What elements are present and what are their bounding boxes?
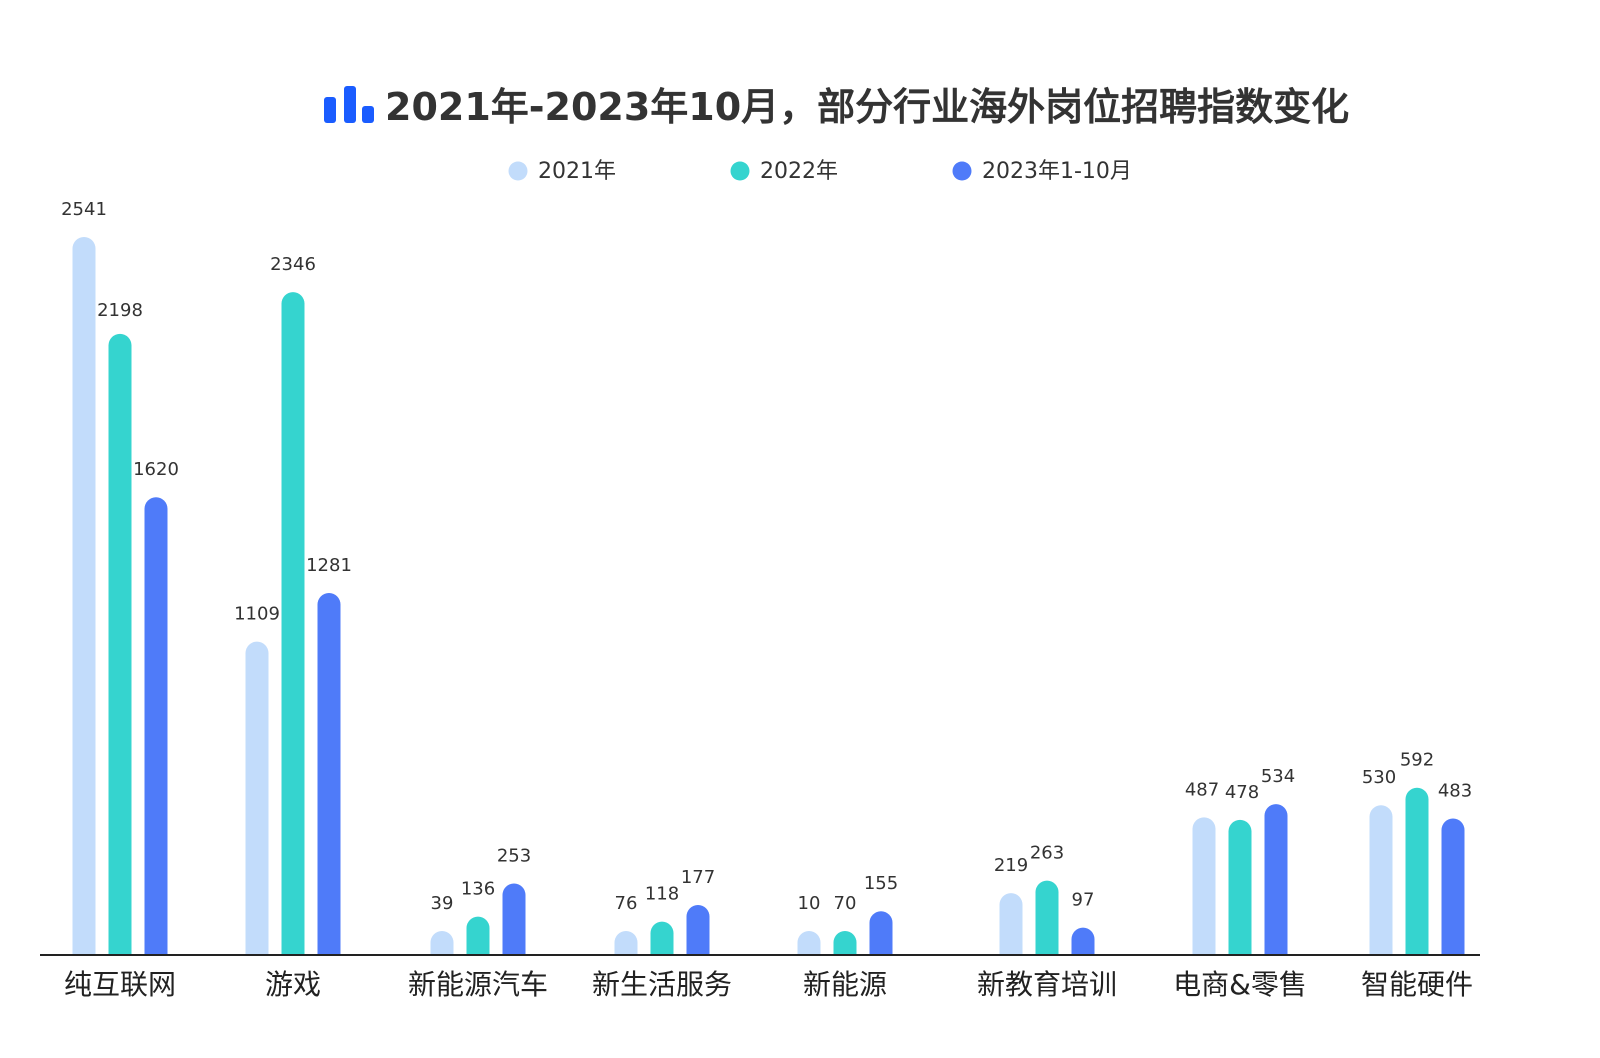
value-label-7-2: 483 [1438,781,1472,802]
value-label-5-2: 97 [1072,890,1095,911]
bar-3-2 [686,904,710,955]
chart-title: 2021年-2023年10月，部分行业海外岗位招聘指数变化 [385,85,1349,129]
bar-0-0 [72,237,96,955]
legend-marker-0 [508,161,528,181]
category-labels: 纯互联网 游戏 新能源汽车 新生活服务 新能源 新教育培训 电商&零售 智能硬件 [64,968,1473,1001]
bar-7-2 [1441,818,1465,955]
bar-4-1 [833,931,857,955]
value-label-1-0: 1109 [234,604,280,625]
value-label-3-1: 118 [645,884,679,905]
value-label-3-2: 177 [681,867,715,888]
bar-5-1 [1035,880,1059,955]
bar-chart-icon-bar-1 [344,86,356,123]
bar-2-2 [502,883,526,955]
value-label-0-2: 1620 [133,459,179,480]
bar-5-2 [1071,927,1095,955]
value-label-5-0: 219 [994,855,1028,876]
value-label-6-0: 487 [1185,779,1219,800]
value-label-7-1: 592 [1400,750,1434,771]
legend-label-0: 2021年 [538,159,616,184]
legend-label-2: 2023年1-10月 [982,159,1132,184]
bar-0-2 [144,497,168,955]
legend-marker-2 [952,161,972,181]
bar-4-2 [869,911,893,955]
category-label-4: 新能源 [803,968,887,1001]
bar-1-0 [245,641,269,955]
bar-chart-icon-bar-2 [362,106,374,123]
bar-3-1 [650,921,674,955]
bar-6-2 [1264,804,1288,955]
bar-2-1 [466,916,490,955]
bar-4-0 [797,931,821,955]
category-label-1: 游戏 [265,968,321,1001]
category-label-7: 智能硬件 [1361,968,1473,1001]
value-label-4-1: 70 [834,893,857,914]
category-label-2: 新能源汽车 [408,968,548,1001]
value-label-7-0: 530 [1362,767,1396,788]
bars [72,237,1465,955]
value-label-0-0: 2541 [61,199,107,220]
bar-1-1 [281,292,305,955]
value-label-6-2: 534 [1261,766,1295,787]
value-label-4-0: 10 [798,893,821,914]
bar-chart-icon-bar-0 [324,97,336,123]
value-label-5-1: 263 [1030,843,1064,864]
category-label-6: 电商&零售 [1173,968,1307,1001]
value-label-2-0: 39 [431,893,454,914]
bar-7-0 [1369,805,1393,955]
bar-3-0 [614,931,638,955]
value-label-3-0: 76 [615,893,638,914]
value-label-2-1: 136 [461,879,495,900]
bar-6-1 [1228,819,1252,955]
chart-title-group: 2021年-2023年10月，部分行业海外岗位招聘指数变化 [324,85,1349,129]
value-label-1-1: 2346 [270,254,316,275]
value-label-2-2: 253 [497,846,531,867]
value-label-4-2: 155 [864,873,898,894]
bar-chart-icon [324,86,374,123]
value-label-1-2: 1281 [306,555,352,576]
legend-label-1: 2022年 [760,159,838,184]
bar-1-2 [317,593,341,955]
bar-0-1 [108,333,132,955]
bar-6-0 [1192,817,1216,955]
legend-marker-1 [730,161,750,181]
category-label-0: 纯互联网 [64,968,176,1001]
category-label-3: 新生活服务 [592,968,732,1001]
bar-2-0 [430,931,454,955]
value-label-6-1: 478 [1225,782,1259,803]
bar-7-1 [1405,787,1429,955]
bar-5-0 [999,893,1023,955]
legend: 2021年 2022年 2023年1-10月 [508,159,1132,184]
category-label-5: 新教育培训 [977,968,1117,1001]
value-label-0-1: 2198 [97,300,143,321]
